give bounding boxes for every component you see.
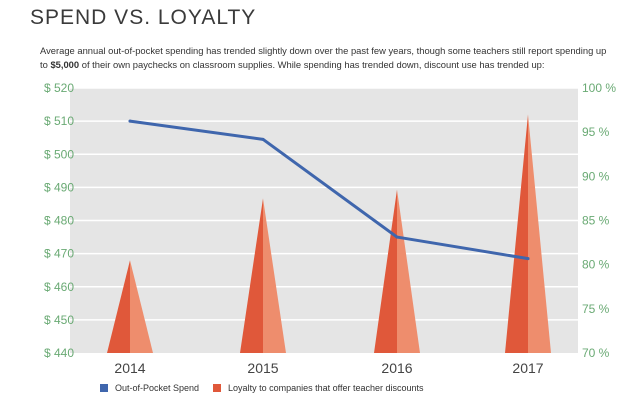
x-axis-label-2017: 2017 [512, 360, 543, 376]
right-axis-tick-label: 100 % [582, 81, 616, 95]
loyalty-bar-2017-left-face [505, 114, 528, 353]
left-axis-tick-label: $ 520 [44, 81, 74, 95]
description-text-after: of their own paychecks on classroom supp… [79, 59, 545, 70]
right-axis-tick-label: 75 % [582, 302, 610, 316]
legend-label-spend: Out-of-Pocket Spend [115, 383, 200, 393]
loyalty-bar-2017-right-face [528, 114, 551, 353]
loyalty-bar-2016-left-face [374, 189, 397, 353]
right-axis-tick-label: 90 % [582, 169, 610, 183]
loyalty-bar-2014-left-face [107, 260, 130, 353]
left-axis-tick-label: $ 500 [44, 147, 74, 161]
right-axis-tick-label: 80 % [582, 258, 610, 272]
left-axis-tick-label: $ 460 [44, 280, 74, 294]
description-emphasis: $5,000 [50, 59, 80, 70]
spend-point-2014 [128, 119, 132, 123]
spend-point-2015 [261, 137, 265, 141]
left-axis-tick-label: $ 440 [44, 346, 74, 360]
x-axis-label-2016: 2016 [381, 360, 412, 376]
x-axis-label-2014: 2014 [114, 360, 145, 376]
chart-title: SPEND VS. LOYALTY [30, 6, 257, 29]
spend-point-2017 [526, 257, 530, 261]
spend-point-2016 [395, 235, 399, 239]
legend-swatch-spend [100, 384, 108, 392]
description-text-before: Average annual out-of-pocket spending ha… [40, 45, 607, 70]
right-axis-tick-label: 70 % [582, 346, 610, 360]
legend-item-loyalty: Loyalty to companies that offer teacher … [213, 383, 424, 393]
loyalty-bar-2016-right-face [397, 189, 420, 353]
legend-item-spend: Out-of-Pocket Spend [100, 383, 199, 393]
spend-line [128, 119, 530, 261]
chart-description: Average annual out-of-pocket spending ha… [40, 44, 615, 72]
x-axis-label-2015: 2015 [247, 360, 278, 376]
right-axis-tick-label: 95 % [582, 125, 610, 139]
left-axis-tick-label: $ 480 [44, 214, 74, 228]
legend-label-loyalty: Loyalty to companies that offer teacher … [228, 383, 424, 393]
left-axis-tick-label: $ 470 [44, 247, 74, 261]
chart-legend: Out-of-Pocket Spend Loyalty to companies… [100, 383, 438, 393]
left-axis-tick-label: $ 450 [44, 313, 74, 327]
loyalty-bar-2015-right-face [263, 198, 286, 353]
left-axis-tick-label: $ 490 [44, 180, 74, 194]
loyalty-bar-2015-left-face [240, 198, 263, 353]
loyalty-bar-2014-right-face [130, 260, 153, 353]
legend-swatch-loyalty [213, 384, 222, 392]
right-axis-tick-label: 85 % [582, 214, 610, 228]
left-axis-tick-label: $ 510 [44, 114, 74, 128]
